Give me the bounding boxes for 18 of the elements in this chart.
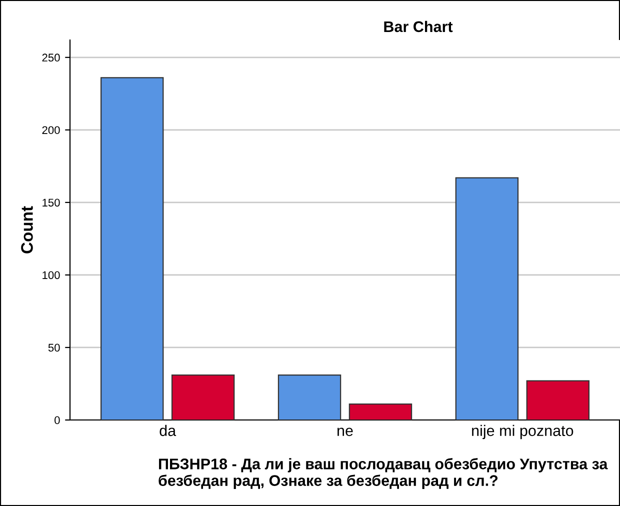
bar	[171, 374, 235, 420]
y-tick-label: 50	[48, 344, 60, 352]
x-tick-label: da	[160, 424, 176, 436]
bar	[455, 177, 519, 420]
y-tick-label: 100	[42, 271, 60, 280]
y-tick-label: 200	[42, 126, 60, 134]
y-tick-label: 0	[54, 416, 60, 424]
y-axis-title: Count	[21, 206, 33, 254]
y-tick-label: 250	[42, 54, 60, 62]
y-tick-label: 150	[42, 198, 60, 207]
x-tick-label: nije mi poznato	[472, 424, 574, 440]
x-tick-label: ne	[338, 428, 353, 436]
bar	[348, 403, 412, 420]
bar	[526, 380, 590, 420]
bar	[100, 77, 164, 420]
bar	[278, 374, 342, 420]
chart-title: Bar Chart	[384, 20, 453, 32]
x-axis-title: ПБЗНР18 - Да ли је ваш послодавац обезбедио Упутства за безбедан рад, Ознаке за безбедан рад и сл.?	[158, 458, 608, 489]
